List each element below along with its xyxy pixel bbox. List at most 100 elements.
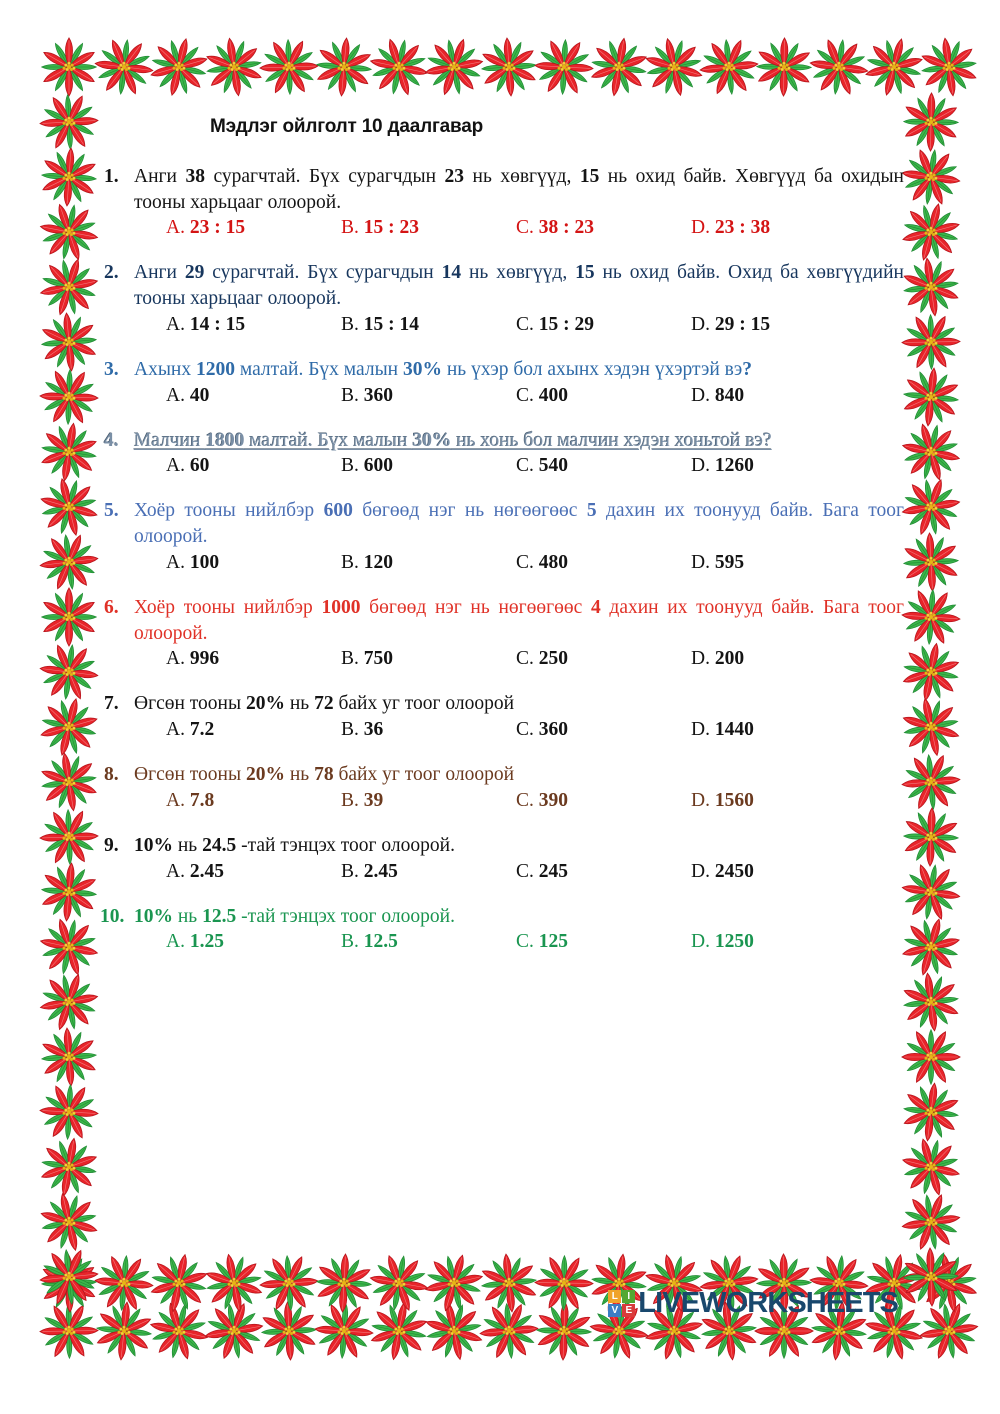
answer-option-label: A.	[166, 551, 185, 573]
poinsettia-flower-icon	[900, 641, 962, 703]
poinsettia-flower-icon	[698, 36, 760, 98]
answer-options: A. 2.45 B. 2.45 C. 245 D. 2450	[96, 861, 904, 891]
answer-option[interactable]: C. 400	[516, 385, 568, 407]
question-number: 8.	[104, 764, 119, 786]
poinsettia-flower-icon	[900, 1191, 962, 1253]
answer-option-label: A.	[166, 860, 185, 882]
question-text-block: 3. Ахынх 1200 малтай. Бүх малын 30% нь үх…	[96, 357, 904, 383]
answer-option[interactable]: C. 38 : 23	[516, 217, 594, 239]
answer-options: A. 7.8 B. 39 C. 390 D. 1560	[96, 790, 904, 820]
answer-option[interactable]: A. 14 : 15	[166, 314, 245, 336]
answer-option[interactable]: B. 36	[341, 719, 383, 741]
answer-option[interactable]: A. 60	[166, 455, 209, 477]
question-number: 1.	[104, 166, 119, 187]
answer-option-label: D.	[691, 789, 710, 811]
worksheet-content: Мэдлэг ойлголт 10 даалгавар 1. Анги 38 су…	[96, 96, 904, 1318]
logo-wordmark: LIVEWORKSHEETS	[638, 1287, 899, 1319]
answer-option[interactable]: A. 23 : 15	[166, 217, 245, 239]
answer-option[interactable]: D. 200	[691, 648, 744, 670]
answer-option-value: 200	[714, 648, 745, 670]
question-item: 4. Малчин 1800 малтай. Бүх малын 30% нь х…	[96, 428, 904, 486]
answer-option-value: 23 : 15	[189, 217, 246, 239]
answer-option[interactable]: A. 1.25	[166, 931, 224, 953]
answer-option[interactable]: B. 12.5	[341, 931, 398, 953]
answer-option[interactable]: C. 250	[516, 648, 568, 670]
answer-option[interactable]: A. 100	[166, 552, 219, 574]
answer-option-value: 15 : 29	[538, 313, 595, 335]
answer-option[interactable]: A. 40	[166, 385, 209, 407]
poinsettia-flower-icon	[900, 1081, 962, 1143]
answer-option[interactable]: A. 7.2	[166, 719, 214, 741]
answer-option[interactable]: B. 600	[341, 455, 393, 477]
answer-option[interactable]: B. 15 : 14	[341, 314, 419, 336]
answer-option[interactable]: D. 840	[691, 385, 744, 407]
poinsettia-flower-icon	[900, 916, 962, 978]
answer-option-value: 7.2	[189, 719, 215, 741]
answer-option-label: D.	[691, 313, 710, 335]
answer-option[interactable]: B. 750	[341, 648, 393, 670]
question-prompt: Хоёр тооны нийлбэр 600 бөгөөд нэг нь нөг…	[134, 500, 905, 548]
answer-option[interactable]: B. 360	[341, 385, 393, 407]
answer-option[interactable]: D. 1440	[691, 719, 754, 741]
poinsettia-flower-icon	[368, 36, 430, 98]
answer-option-label: D.	[691, 455, 710, 477]
answer-option-label: A.	[166, 313, 185, 335]
question-prompt: 10% нь 24.5 -тай тэнцэх тоог олоорой.	[134, 834, 455, 856]
answer-option-value: 15 : 23	[363, 217, 420, 239]
answer-option[interactable]: C. 125	[516, 931, 568, 953]
answer-option[interactable]: B. 39	[341, 790, 383, 812]
poinsettia-flower-icon	[918, 36, 980, 98]
answer-option[interactable]: D. 595	[691, 552, 744, 574]
answer-option-value: 250	[538, 648, 569, 670]
poinsettia-flower-icon	[38, 256, 100, 318]
answer-option[interactable]: D. 1250	[691, 931, 754, 953]
answer-option[interactable]: A. 7.8	[166, 790, 214, 812]
answer-option-label: C.	[516, 719, 534, 741]
poinsettia-flower-icon	[918, 1300, 980, 1362]
answer-option[interactable]: C. 15 : 29	[516, 314, 594, 336]
answer-option-value: 1260	[714, 455, 754, 477]
poinsettia-flower-icon	[38, 751, 100, 813]
poinsettia-flower-icon	[808, 36, 870, 98]
question-number: 3.	[104, 358, 119, 380]
poinsettia-flower-icon	[533, 36, 595, 98]
answer-option-value: 390	[538, 789, 569, 811]
poinsettia-flower-icon	[900, 366, 962, 428]
answer-option[interactable]: A. 996	[166, 648, 219, 670]
answer-option[interactable]: C. 360	[516, 719, 568, 741]
answer-option-label: D.	[691, 648, 710, 670]
answer-option[interactable]: C. 245	[516, 861, 568, 883]
answer-option[interactable]: A. 2.45	[166, 861, 224, 883]
answer-option[interactable]: D. 29 : 15	[691, 314, 770, 336]
logo-tile-i: I	[622, 1290, 636, 1303]
answer-option-label: B.	[341, 860, 359, 882]
answer-option[interactable]: B. 15 : 23	[341, 217, 419, 239]
page-title: Мэдлэг ойлголт 10 даалгавар	[210, 116, 484, 137]
answer-option-value: 1.25	[189, 931, 224, 953]
question-prompt: Өгсөн тооны 20% нь 72 байх уг тоог олоор…	[134, 693, 515, 715]
answer-option[interactable]: C. 540	[516, 455, 568, 477]
poinsettia-flower-icon	[148, 36, 210, 98]
question-item: 3. Ахынх 1200 малтай. Бүх малын 30% нь үх…	[96, 357, 904, 415]
answer-option[interactable]: D. 23 : 38	[691, 217, 770, 239]
answer-option-value: 60	[189, 455, 210, 477]
question-prompt: Анги 38 сурагчтай. Бүх сурагчдын 23 нь х…	[134, 166, 904, 213]
answer-option-label: C.	[516, 789, 534, 811]
answer-option[interactable]: B. 2.45	[341, 861, 398, 883]
answer-option-label: B.	[341, 931, 359, 953]
question-number: 4.	[104, 429, 119, 451]
poinsettia-flower-icon	[38, 36, 100, 98]
answer-option[interactable]: D. 1560	[691, 790, 754, 812]
answer-option-label: B.	[341, 551, 359, 573]
answer-option-label: B.	[341, 455, 359, 477]
answer-option[interactable]: D. 2450	[691, 861, 754, 883]
answer-option[interactable]: D. 1260	[691, 455, 754, 477]
poinsettia-flower-icon	[900, 91, 962, 153]
poinsettia-flower-icon	[258, 36, 320, 98]
answer-option-label: A.	[166, 931, 185, 953]
answer-option[interactable]: B. 120	[341, 552, 393, 574]
question-text-block: 5. Хоёр тооны нийлбэр 600 бөгөөд нэг нь н…	[96, 498, 904, 549]
answer-option[interactable]: C. 480	[516, 552, 568, 574]
answer-option[interactable]: C. 390	[516, 790, 568, 812]
